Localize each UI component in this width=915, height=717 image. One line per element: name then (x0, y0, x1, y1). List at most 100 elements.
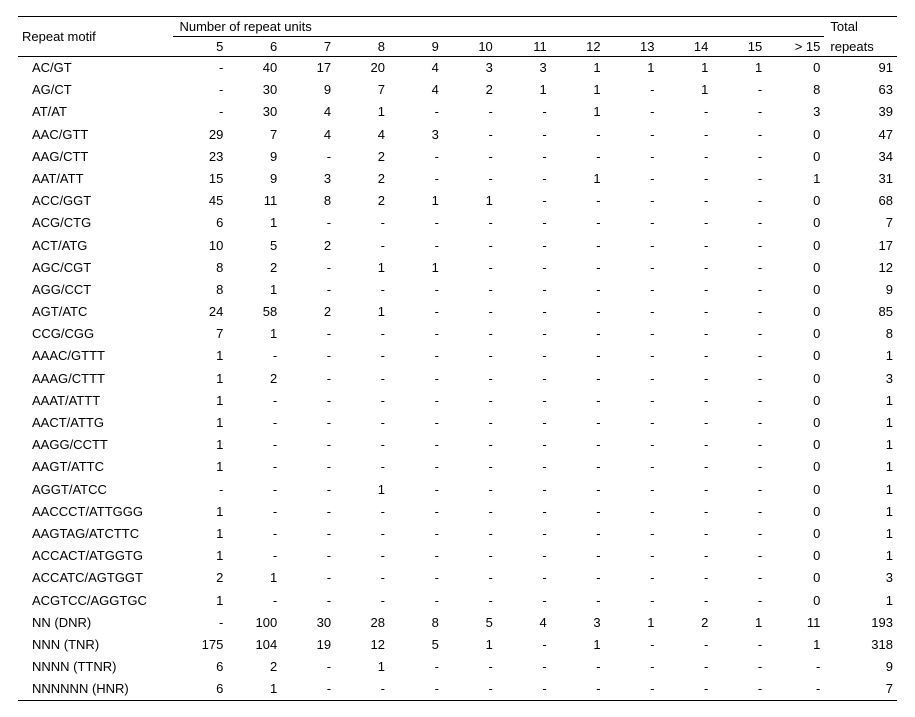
table-row: CCG/CGG71---------08 (18, 323, 897, 345)
cell-value: - (605, 656, 659, 678)
cell-value: - (281, 479, 335, 501)
table-row: AACT/ATTG1----------01 (18, 412, 897, 434)
cell-total: 3 (824, 567, 897, 589)
cell-value: - (658, 168, 712, 190)
cell-total: 1 (824, 412, 897, 434)
cell-value: - (497, 212, 551, 234)
cell-total: 1 (824, 523, 897, 545)
cell-value: 1 (389, 190, 443, 212)
table-row: ACT/ATG1052--------017 (18, 235, 897, 257)
cell-value: - (605, 412, 659, 434)
table-row: AGT/ATC245821-------085 (18, 301, 897, 323)
cell-value: - (443, 590, 497, 612)
cell-value: 3 (766, 101, 824, 123)
cell-value: - (227, 434, 281, 456)
cell-value: - (227, 545, 281, 567)
cell-value: 2 (335, 146, 389, 168)
table-row: NNN (TNR)175104191251-1---1318 (18, 634, 897, 656)
cell-value: - (335, 523, 389, 545)
cell-value: - (227, 479, 281, 501)
cell-value: - (497, 345, 551, 367)
cell-value: - (389, 501, 443, 523)
cell-value: - (605, 146, 659, 168)
cell-value: 0 (766, 501, 824, 523)
cell-value: - (443, 345, 497, 367)
cell-motif: NNNNNN (HNR) (18, 678, 173, 701)
cell-value: 1 (335, 101, 389, 123)
cell-value: 2 (335, 190, 389, 212)
cell-value: - (281, 368, 335, 390)
cell-value: 5 (389, 634, 443, 656)
cell-value: - (497, 634, 551, 656)
cell-value: - (443, 168, 497, 190)
cell-value: - (497, 190, 551, 212)
cell-value: 5 (443, 612, 497, 634)
cell-value: - (551, 345, 605, 367)
header-unit: 10 (443, 37, 497, 57)
cell-value: 29 (173, 124, 227, 146)
cell-motif: ACG/CTG (18, 212, 173, 234)
cell-value: - (281, 257, 335, 279)
cell-value: - (281, 501, 335, 523)
cell-value: - (712, 412, 766, 434)
cell-value: - (389, 168, 443, 190)
cell-value: - (497, 412, 551, 434)
cell-motif: NN (DNR) (18, 612, 173, 634)
cell-motif: AGC/CGT (18, 257, 173, 279)
cell-value: 10 (173, 235, 227, 257)
cell-total: 39 (824, 101, 897, 123)
cell-value: 58 (227, 301, 281, 323)
cell-value: 0 (766, 57, 824, 80)
cell-value: 8 (389, 612, 443, 634)
cell-value: - (605, 323, 659, 345)
cell-value: - (227, 412, 281, 434)
cell-value: 4 (389, 57, 443, 80)
cell-value: - (551, 146, 605, 168)
cell-value: - (389, 301, 443, 323)
cell-value: - (658, 235, 712, 257)
cell-value: - (658, 323, 712, 345)
cell-value: 0 (766, 523, 824, 545)
cell-value: - (335, 235, 389, 257)
cell-value: - (551, 479, 605, 501)
cell-value: - (443, 279, 497, 301)
cell-value: - (712, 190, 766, 212)
cell-total: 1 (824, 456, 897, 478)
header-unit: 15 (712, 37, 766, 57)
cell-value: 1 (227, 323, 281, 345)
cell-value: 30 (227, 79, 281, 101)
header-motif: Repeat motif (18, 17, 173, 57)
cell-total: 7 (824, 678, 897, 701)
cell-value: 7 (335, 79, 389, 101)
cell-value: - (605, 501, 659, 523)
cell-value: - (443, 390, 497, 412)
cell-motif: ACCATC/AGTGGT (18, 567, 173, 589)
cell-value: - (281, 412, 335, 434)
cell-value: - (335, 212, 389, 234)
cell-value: - (551, 678, 605, 701)
cell-value: - (605, 257, 659, 279)
cell-value: 30 (281, 612, 335, 634)
cell-value: 1 (227, 279, 281, 301)
cell-value: 17 (281, 57, 335, 80)
cell-value: - (551, 279, 605, 301)
cell-motif: NNNN (TTNR) (18, 656, 173, 678)
cell-value: 1 (335, 656, 389, 678)
cell-value: 8 (281, 190, 335, 212)
cell-value: 1 (712, 612, 766, 634)
cell-value: - (443, 567, 497, 589)
cell-value: - (335, 456, 389, 478)
cell-value: 1 (173, 590, 227, 612)
cell-motif: ACCACT/ATGGTG (18, 545, 173, 567)
cell-value: - (389, 656, 443, 678)
cell-value: 3 (281, 168, 335, 190)
cell-value: - (605, 190, 659, 212)
cell-value: - (712, 590, 766, 612)
cell-value: 1 (551, 79, 605, 101)
cell-value: - (497, 168, 551, 190)
cell-value: - (658, 479, 712, 501)
cell-motif: AACCCT/ATTGGG (18, 501, 173, 523)
cell-value: - (712, 501, 766, 523)
cell-value: - (389, 567, 443, 589)
cell-value: 23 (173, 146, 227, 168)
